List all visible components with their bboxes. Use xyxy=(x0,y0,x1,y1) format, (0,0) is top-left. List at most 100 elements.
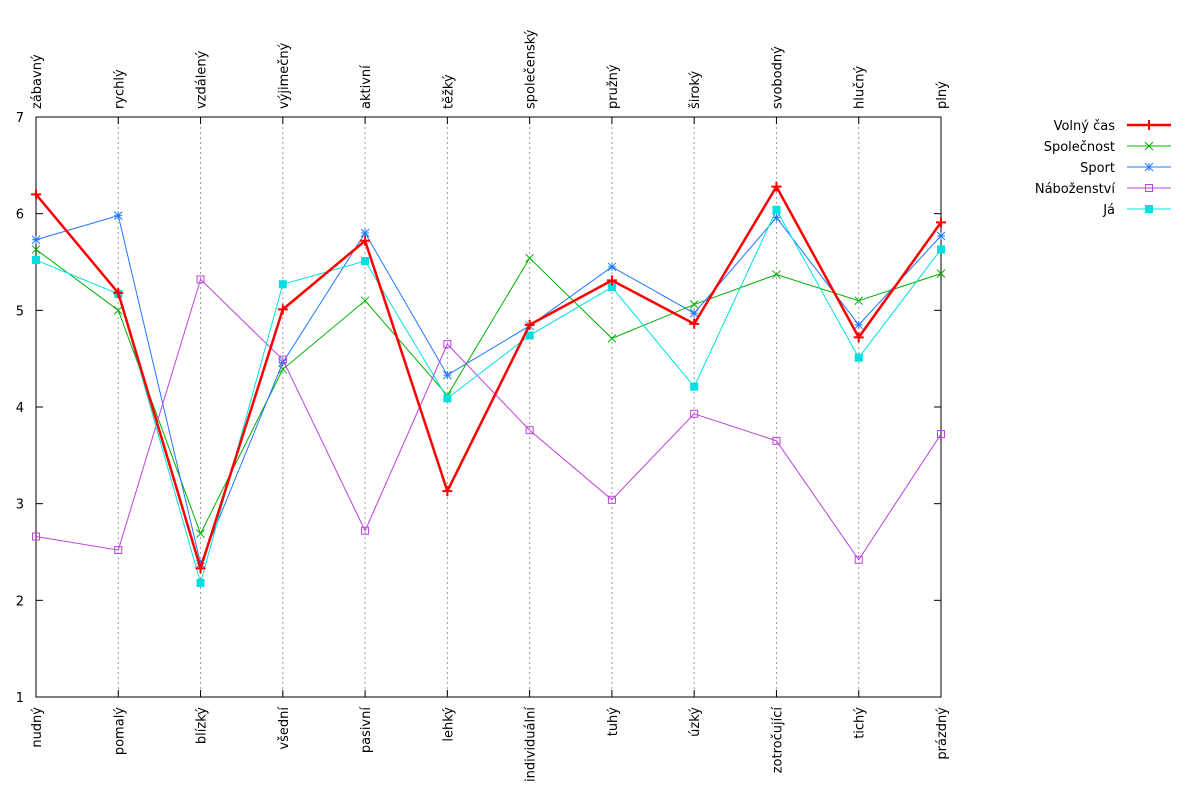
data-point xyxy=(690,382,699,391)
series-0 xyxy=(31,181,946,574)
bottom-axis-label: tuhý xyxy=(606,707,621,737)
legend-label: Náboženství xyxy=(1035,182,1116,197)
top-axis-label: zábavný xyxy=(30,54,45,109)
data-point xyxy=(936,217,946,228)
data-point xyxy=(196,529,205,538)
series-4 xyxy=(32,205,945,587)
data-point xyxy=(937,245,945,254)
data-point xyxy=(32,532,40,541)
top-axis-label: těžký xyxy=(441,74,456,109)
bottom-axis-label: lehký xyxy=(441,707,456,742)
legend-entry: Náboženství xyxy=(1035,182,1171,197)
series-line xyxy=(35,184,943,573)
series-line xyxy=(35,278,942,561)
bottom-axis-label: zotročující xyxy=(770,707,785,774)
data-point xyxy=(1144,162,1154,172)
data-point xyxy=(524,319,535,330)
top-axis-label: široký xyxy=(688,71,703,109)
data-point xyxy=(937,430,945,439)
bottom-axis-label: nudný xyxy=(30,707,45,748)
bottom-axis-label: pomalý xyxy=(112,707,127,755)
data-point xyxy=(1145,184,1153,192)
legend-label: Sport xyxy=(1080,161,1115,176)
legend: Volný čas Společnost Sport Náboženství Já xyxy=(1035,119,1171,218)
data-point xyxy=(1144,141,1154,151)
legend-label: Společnost xyxy=(1044,140,1115,155)
data-point xyxy=(195,563,206,574)
data-point xyxy=(607,262,617,272)
y-tick-label: 6 xyxy=(16,208,24,223)
data-point xyxy=(442,486,453,497)
y-tick-label: 4 xyxy=(16,401,24,416)
data-point xyxy=(689,318,700,329)
data-point xyxy=(1144,120,1154,130)
y-tick-label: 2 xyxy=(16,594,24,609)
data-point xyxy=(772,205,781,214)
top-axis-label: vzdálený xyxy=(195,50,210,109)
data-point xyxy=(1145,205,1153,213)
legend-label: Já xyxy=(1102,203,1115,218)
legend-label: Volný čas xyxy=(1054,119,1116,134)
top-axis-label: plný xyxy=(935,81,950,109)
data-point xyxy=(607,495,616,504)
y-tick-label: 3 xyxy=(16,498,24,513)
data-point xyxy=(689,300,699,309)
data-point xyxy=(772,213,781,222)
series-line xyxy=(35,208,942,585)
data-point xyxy=(31,245,41,254)
y-tick-label: 7 xyxy=(16,111,24,126)
bottom-axis-label: individuální xyxy=(524,707,539,782)
data-point xyxy=(854,296,864,306)
data-point xyxy=(606,275,617,286)
bottom-axis-label: úzký xyxy=(688,707,703,737)
data-point xyxy=(771,181,782,192)
data-point xyxy=(689,308,699,318)
data-point xyxy=(853,332,864,343)
axis-ticks xyxy=(35,116,942,698)
data-point xyxy=(936,231,946,241)
data-point xyxy=(607,283,616,292)
data-point xyxy=(772,436,781,445)
data-point xyxy=(196,578,205,587)
data-point xyxy=(31,189,41,200)
series-2 xyxy=(31,211,946,568)
data-point xyxy=(32,256,40,265)
data-point xyxy=(607,334,617,343)
data-point xyxy=(278,280,287,289)
y-tick-label: 5 xyxy=(16,304,24,319)
top-axis-label: hlučný xyxy=(853,66,868,109)
data-point xyxy=(113,287,124,298)
data-point xyxy=(277,304,288,315)
top-axis-label: aktivní xyxy=(359,65,374,109)
data-point xyxy=(854,353,863,362)
data-point xyxy=(361,526,370,535)
bottom-axis-label: tichý xyxy=(853,707,868,739)
data-point xyxy=(854,320,864,330)
data-point xyxy=(443,394,452,403)
data-point xyxy=(361,257,370,266)
top-axis-label: výjimečný xyxy=(277,42,292,109)
axis-labels: 1 2 3 4 5 6 7 zábavný rychlý vzdálený výjimečný akt… xyxy=(16,29,950,782)
series-3 xyxy=(32,275,945,564)
series-line xyxy=(35,214,942,566)
data-point xyxy=(113,211,123,220)
bottom-axis-label: blízký xyxy=(195,707,210,744)
data-point xyxy=(690,409,699,418)
data-point xyxy=(114,546,123,555)
data-point xyxy=(278,358,288,367)
series-1 xyxy=(31,245,946,538)
bottom-axis-label: prázdný xyxy=(935,707,950,760)
top-axis-label: rychlý xyxy=(112,69,127,109)
data-point xyxy=(854,555,863,564)
data-point xyxy=(196,275,205,284)
data-point xyxy=(525,253,534,263)
legend-entry: Společnost xyxy=(1044,140,1171,155)
data-point xyxy=(278,355,287,364)
bottom-axis-label: pasivní xyxy=(359,707,374,754)
top-axis-label: svobodný xyxy=(770,46,785,109)
bottom-axis-label: všední xyxy=(277,707,292,750)
data-point xyxy=(360,235,371,246)
data-point xyxy=(113,305,123,315)
data-point xyxy=(936,269,946,278)
